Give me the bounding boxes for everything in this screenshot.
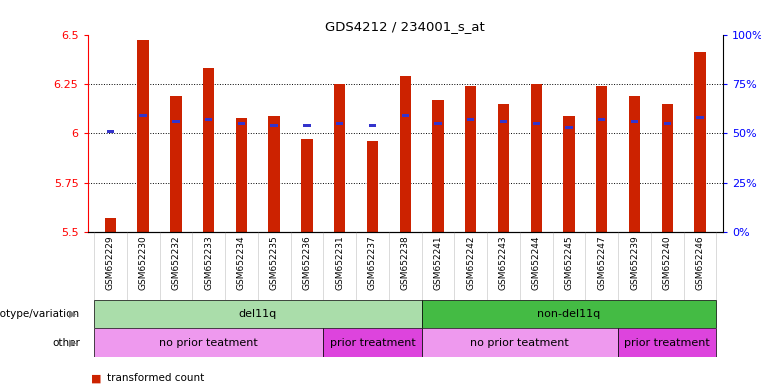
Bar bbox=[629, 96, 640, 232]
Bar bbox=[139, 114, 147, 118]
Text: ▶: ▶ bbox=[68, 309, 76, 319]
Text: GSM652231: GSM652231 bbox=[336, 236, 344, 290]
Bar bbox=[422, 328, 618, 357]
Bar bbox=[205, 118, 212, 121]
Text: GSM652233: GSM652233 bbox=[204, 236, 213, 290]
Bar bbox=[467, 118, 474, 121]
Bar bbox=[94, 300, 422, 328]
Bar bbox=[664, 122, 671, 125]
Bar bbox=[269, 116, 280, 232]
Text: GSM652235: GSM652235 bbox=[269, 236, 279, 290]
Text: ■: ■ bbox=[91, 373, 102, 383]
Text: GSM652241: GSM652241 bbox=[434, 236, 442, 290]
Bar bbox=[105, 218, 116, 232]
Text: GSM652232: GSM652232 bbox=[171, 236, 180, 290]
Text: non-del11q: non-del11q bbox=[537, 309, 600, 319]
Bar bbox=[618, 328, 716, 357]
Bar bbox=[563, 116, 575, 232]
Bar bbox=[203, 68, 215, 232]
Bar bbox=[465, 86, 476, 232]
Text: GSM652239: GSM652239 bbox=[630, 236, 639, 290]
Text: no prior teatment: no prior teatment bbox=[470, 338, 569, 348]
Text: prior treatment: prior treatment bbox=[624, 338, 710, 348]
Bar bbox=[530, 84, 542, 232]
Title: GDS4212 / 234001_s_at: GDS4212 / 234001_s_at bbox=[326, 20, 485, 33]
Bar bbox=[500, 120, 508, 123]
Bar bbox=[172, 120, 180, 123]
Bar bbox=[237, 122, 245, 125]
Bar bbox=[696, 116, 704, 119]
Text: GSM652240: GSM652240 bbox=[663, 236, 672, 290]
Text: GSM652242: GSM652242 bbox=[466, 236, 475, 290]
Text: GSM652236: GSM652236 bbox=[302, 236, 311, 290]
Bar bbox=[336, 122, 343, 125]
Bar bbox=[435, 122, 441, 125]
Bar bbox=[498, 104, 509, 232]
Bar bbox=[107, 130, 114, 133]
Text: GSM652230: GSM652230 bbox=[139, 236, 148, 290]
Bar bbox=[598, 118, 606, 121]
Text: GSM652243: GSM652243 bbox=[499, 236, 508, 290]
Text: no prior teatment: no prior teatment bbox=[159, 338, 258, 348]
Text: del11q: del11q bbox=[239, 309, 277, 319]
Bar bbox=[303, 124, 310, 127]
Text: GSM652237: GSM652237 bbox=[368, 236, 377, 290]
Bar bbox=[432, 100, 444, 232]
Bar bbox=[565, 126, 573, 129]
Bar bbox=[422, 300, 716, 328]
Text: ▶: ▶ bbox=[68, 338, 76, 348]
Text: transformed count: transformed count bbox=[107, 373, 204, 383]
Text: GSM652244: GSM652244 bbox=[532, 236, 541, 290]
Bar bbox=[270, 124, 278, 127]
Bar bbox=[694, 52, 705, 232]
Bar bbox=[323, 328, 422, 357]
Bar bbox=[94, 328, 323, 357]
Bar bbox=[367, 141, 378, 232]
Bar bbox=[402, 114, 409, 118]
Bar bbox=[236, 118, 247, 232]
Bar bbox=[301, 139, 313, 232]
Bar bbox=[400, 76, 411, 232]
Bar bbox=[631, 120, 638, 123]
Bar bbox=[170, 96, 182, 232]
Bar bbox=[138, 40, 149, 232]
Bar bbox=[661, 104, 673, 232]
Text: other: other bbox=[52, 338, 80, 348]
Text: genotype/variation: genotype/variation bbox=[0, 309, 80, 319]
Bar bbox=[596, 86, 607, 232]
Bar bbox=[334, 84, 345, 232]
Bar bbox=[369, 124, 376, 127]
Text: GSM652246: GSM652246 bbox=[696, 236, 705, 290]
Text: GSM652245: GSM652245 bbox=[565, 236, 574, 290]
Text: prior treatment: prior treatment bbox=[330, 338, 416, 348]
Text: GSM652234: GSM652234 bbox=[237, 236, 246, 290]
Text: GSM652247: GSM652247 bbox=[597, 236, 607, 290]
Text: GSM652238: GSM652238 bbox=[401, 236, 409, 290]
Text: GSM652229: GSM652229 bbox=[106, 236, 115, 290]
Bar bbox=[533, 122, 540, 125]
